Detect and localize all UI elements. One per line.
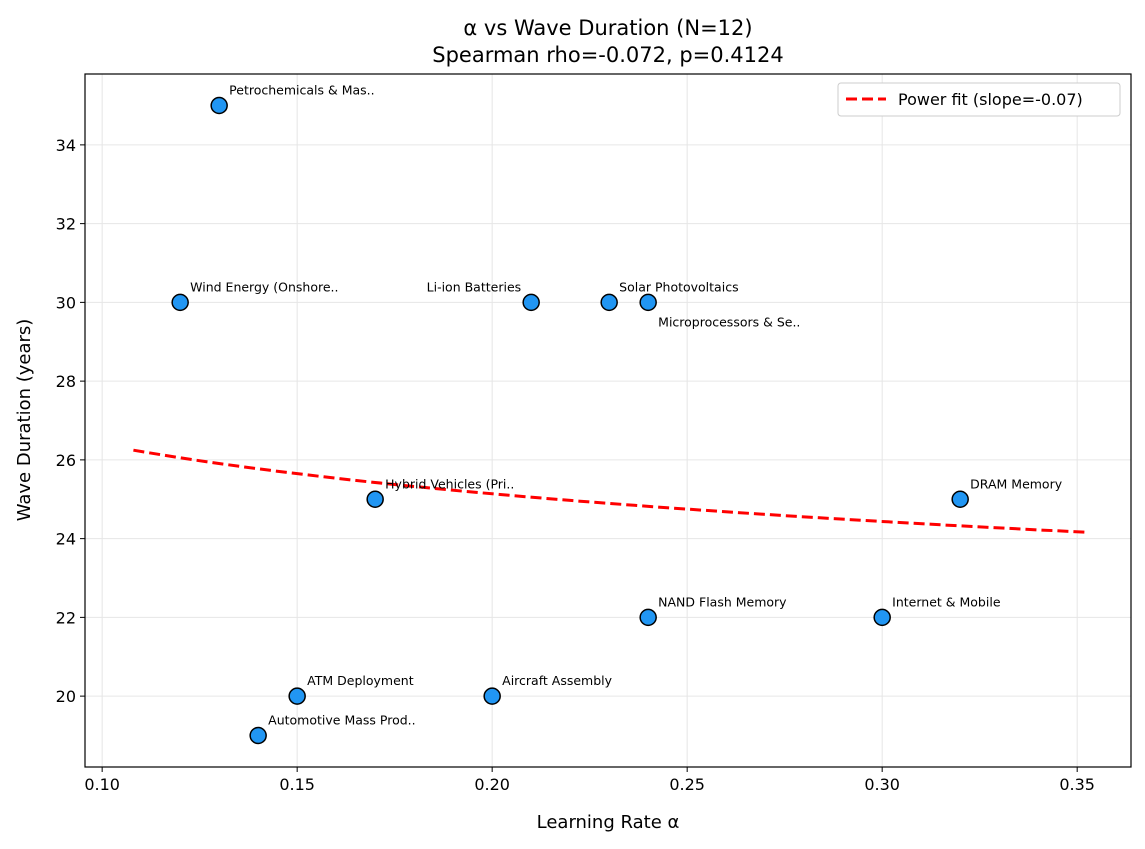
y-tick-label: 34 — [56, 136, 76, 155]
x-tick-label: 0.35 — [1059, 775, 1095, 794]
point-label: ATM Deployment — [307, 673, 414, 688]
data-point — [210, 96, 228, 115]
plot-frame — [84, 73, 1132, 768]
point-label: Li-ion Batteries — [427, 279, 522, 294]
chart-subtitle: Spearman rho=-0.072, p=0.4124 — [432, 43, 784, 67]
y-tick-label: 26 — [56, 451, 76, 470]
x-tick-label: 0.10 — [84, 775, 120, 794]
data-point — [366, 490, 384, 508]
x-axis-label: Learning Rate α — [537, 812, 680, 833]
y-tick-label: 22 — [56, 608, 76, 627]
data-point — [249, 726, 267, 745]
x-tick-label: 0.20 — [474, 775, 510, 794]
x-tick-label: 0.15 — [279, 775, 315, 794]
data-point — [873, 608, 891, 627]
y-axis-label: Wave Duration (years) — [14, 319, 35, 522]
fit-line-group — [133, 448, 1086, 534]
legend-box — [837, 82, 1121, 117]
x-tick-label: 0.30 — [864, 775, 900, 794]
legend-fit-label: Power fit (slope=-0.07) — [898, 90, 1083, 109]
point-label: Automotive Mass Prod.. — [268, 713, 415, 728]
point-label: Internet & Mobile — [892, 594, 1001, 609]
y-tick-label: 32 — [56, 215, 76, 234]
chart-title: α vs Wave Duration (N=12) — [463, 16, 752, 40]
point-label: DRAM Memory — [970, 476, 1063, 491]
point-label: Aircraft Assembly — [502, 673, 612, 688]
y-tick-label: 30 — [56, 293, 76, 312]
data-point — [639, 608, 657, 627]
fit-line — [133, 448, 1086, 534]
legend: Power fit (slope=-0.07) — [837, 82, 1121, 117]
points-group: Petrochemicals & Mas.. Wind Energy (Onsho… — [171, 83, 1063, 745]
point-label: Petrochemicals & Mas.. — [229, 83, 374, 98]
point-label: NAND Flash Memory — [658, 594, 787, 609]
data-point — [171, 293, 189, 312]
x-tick-label: 0.25 — [669, 775, 705, 794]
grid — [85, 74, 1131, 767]
point-label: Microprocessors & Se.. — [658, 314, 800, 329]
point-label: Hybrid Vehicles (Pri.. — [385, 476, 514, 491]
y-tick-label: 20 — [56, 687, 76, 706]
data-point — [951, 490, 969, 508]
data-point — [483, 687, 501, 705]
ticks: 0.10 0.15 0.20 0.25 0.30 0.35 20 22 24 26 28 30 32 34 — [56, 136, 1095, 794]
data-point — [600, 293, 618, 312]
point-label: Wind Energy (Onshore.. — [190, 279, 338, 294]
data-point — [639, 293, 657, 312]
y-tick-label: 24 — [56, 530, 76, 549]
y-tick-label: 28 — [56, 372, 76, 391]
point-label: Solar Photovoltaics — [619, 279, 738, 294]
data-point — [288, 687, 306, 705]
data-point — [522, 293, 540, 312]
